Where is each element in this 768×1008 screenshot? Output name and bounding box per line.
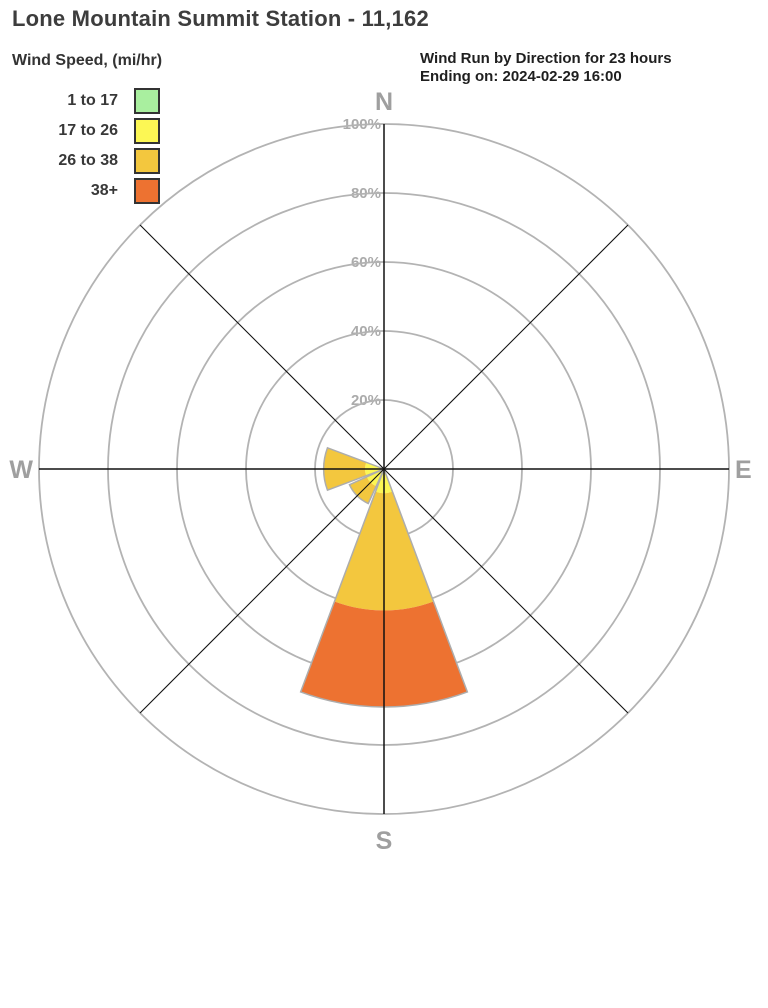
legend-swatch — [134, 88, 160, 114]
wind-speed-legend: 1 to 17 17 to 26 26 to 38 38+ — [0, 86, 160, 206]
axis-ne-sw — [139, 224, 629, 714]
chart-header: Wind Run by Direction for 23 hours Endin… — [420, 50, 672, 86]
compass-label-west: W — [9, 456, 33, 484]
legend-label: 26 to 38 — [58, 152, 118, 169]
legend-label: 17 to 26 — [58, 122, 118, 139]
compass-label-south: S — [376, 827, 393, 855]
legend-title: Wind Speed, (mi/hr) — [12, 52, 163, 69]
legend-row: 17 to 26 — [0, 116, 160, 146]
legend-row: 26 to 38 — [0, 146, 160, 176]
legend-row: 38+ — [0, 176, 160, 206]
legend-swatch — [134, 178, 160, 204]
legend-label: 38+ — [90, 182, 118, 199]
compass-label-east: E — [735, 456, 752, 484]
legend-swatch — [134, 148, 160, 174]
chart-title: Wind Run by Direction for 23 hours — [420, 50, 672, 67]
legend-swatch — [134, 118, 160, 144]
compass-label-north: N — [375, 88, 393, 116]
chart-subtitle: Ending on: 2024-02-29 16:00 — [420, 68, 622, 85]
page-title: Lone Mountain Summit Station - 11,162 — [12, 6, 429, 31]
legend-row: 1 to 17 — [0, 86, 160, 116]
legend-label: 1 to 17 — [67, 92, 118, 109]
